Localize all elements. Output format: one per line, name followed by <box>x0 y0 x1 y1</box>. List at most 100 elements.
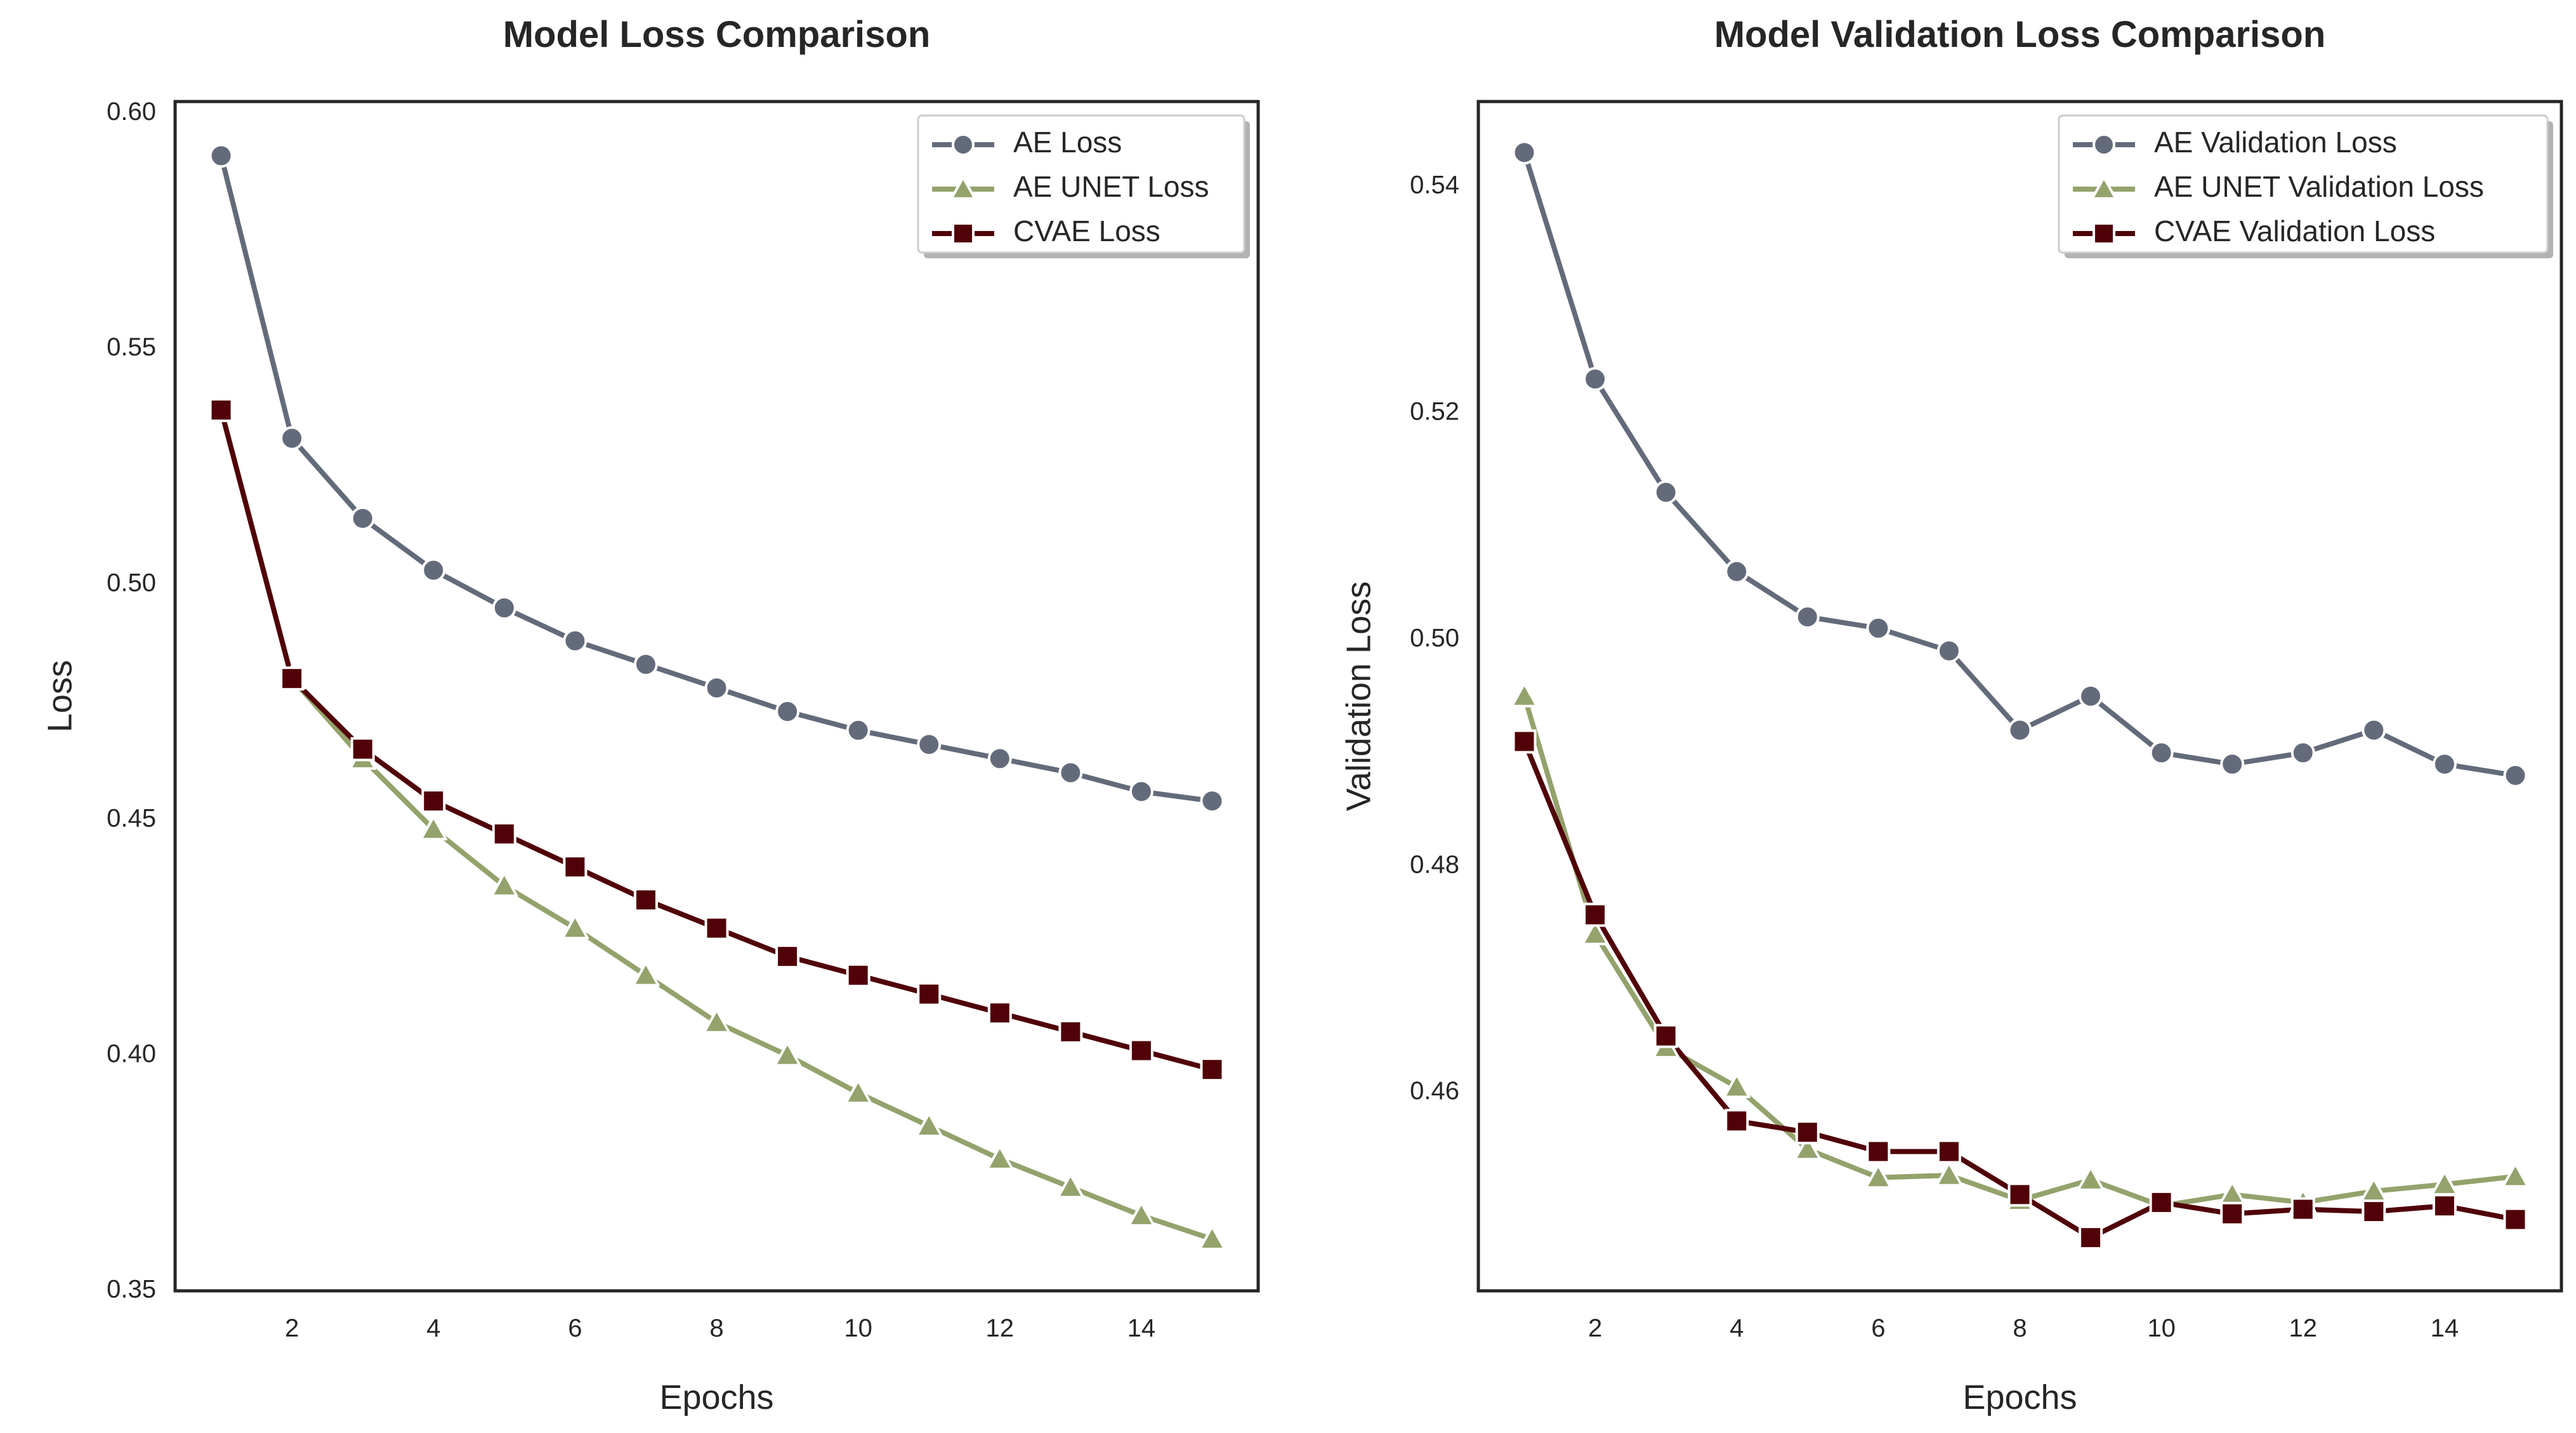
legend-entry-2: AE UNET Validation Loss <box>2154 170 2484 203</box>
data-point-1 <box>350 506 375 531</box>
chart-title: Model Validation Loss Comparison <box>1714 14 2326 55</box>
y-tick-label: 0.50 <box>1410 624 1459 652</box>
data-point-1 <box>1936 638 1961 663</box>
data-point-1 <box>1058 760 1083 785</box>
x-tick-label: 10 <box>2147 1314 2176 1342</box>
data-point-3 <box>2079 1225 2103 1250</box>
data-point-1 <box>2290 741 2315 765</box>
x-tick-label: 4 <box>426 1314 440 1342</box>
plot-frame <box>1476 100 2563 1293</box>
x-tick-label: 14 <box>1127 1314 1156 1342</box>
data-point-1 <box>1583 367 1608 392</box>
data-point-3 <box>1866 1139 1891 1164</box>
y-axis-label: Validation Loss <box>1339 581 1377 811</box>
data-point-3 <box>280 666 305 691</box>
data-point-2 <box>632 961 660 987</box>
legend: AE Validation Loss AE UNET Validation Los… <box>2058 114 2553 258</box>
data-point-3 <box>2362 1199 2386 1224</box>
data-point-1 <box>2220 752 2245 777</box>
legend-box <box>917 114 1245 254</box>
legend-marker-2 <box>2091 176 2117 200</box>
legend-entry-1: AE Validation Loss <box>2154 126 2397 159</box>
x-tick-label: 4 <box>1730 1314 1744 1342</box>
data-point-2 <box>419 816 447 841</box>
data-point-2 <box>1864 1163 1892 1189</box>
data-point-3 <box>775 944 800 969</box>
legend-marker-3 <box>952 222 975 245</box>
data-point-3 <box>1058 1019 1083 1044</box>
plot-frame <box>173 100 1260 1293</box>
data-point-3 <box>2503 1207 2528 1232</box>
x-tick-label: 2 <box>285 1314 299 1342</box>
data-point-1 <box>492 595 516 620</box>
x-axis-label: Epochs <box>659 1378 773 1416</box>
data-point-1 <box>917 732 942 757</box>
data-point-2 <box>844 1079 872 1104</box>
y-tick-label: 0.35 <box>107 1276 156 1304</box>
y-tick-label: 0.45 <box>107 804 156 832</box>
data-point-1 <box>209 143 233 168</box>
legend-marker-2 <box>950 176 976 200</box>
x-tick-label: 14 <box>2431 1314 2459 1342</box>
data-point-1 <box>1200 789 1225 814</box>
data-point-3 <box>2220 1201 2245 1226</box>
data-point-2 <box>986 1145 1014 1170</box>
validation-loss-chart: Model Validation Loss Comparison Epochs Va… <box>1339 14 2563 1416</box>
data-point-2 <box>773 1041 801 1067</box>
data-point-3 <box>1795 1120 1820 1145</box>
data-point-3 <box>2432 1194 2457 1218</box>
data-point-2 <box>561 914 589 940</box>
data-point-2 <box>702 1008 731 1034</box>
legend-entry-2: AE UNET Loss <box>1013 170 1209 203</box>
legend-marker-3 <box>2093 222 2115 245</box>
data-point-2 <box>1056 1173 1084 1199</box>
legend-marker-1 <box>2093 133 2115 156</box>
data-point-3 <box>1936 1139 1961 1164</box>
data-point-2 <box>1935 1161 1963 1187</box>
data-point-1 <box>280 426 305 451</box>
data-point-3 <box>209 398 233 423</box>
data-point-1 <box>1866 616 1891 640</box>
y-tick-label: 0.46 <box>1410 1077 1459 1105</box>
data-point-3 <box>1512 729 1537 754</box>
data-point-1 <box>2362 718 2386 743</box>
data-point-1 <box>2503 763 2528 788</box>
data-point-3 <box>350 737 375 762</box>
data-point-3 <box>917 982 942 1007</box>
data-point-3 <box>1583 902 1608 927</box>
chart-title: Model Loss Comparison <box>503 14 931 55</box>
legend-entry-3: CVAE Loss <box>1013 215 1160 248</box>
x-tick-label: 2 <box>1588 1314 1602 1342</box>
x-tick-label: 6 <box>1871 1314 1885 1342</box>
plot-area <box>207 143 1226 1251</box>
y-tick-label: 0.40 <box>107 1040 156 1067</box>
data-point-2 <box>1581 920 1609 946</box>
data-point-2 <box>1723 1073 1751 1099</box>
data-point-3 <box>421 789 446 814</box>
data-point-3 <box>2149 1190 2174 1215</box>
data-point-1 <box>704 676 729 701</box>
x-tick-label: 12 <box>986 1314 1015 1342</box>
x-tick-label: 10 <box>844 1314 872 1342</box>
data-point-1 <box>563 628 588 653</box>
data-point-2 <box>1198 1225 1226 1251</box>
legend-marker-1 <box>952 133 975 156</box>
legend-box <box>2058 114 2549 254</box>
data-point-1 <box>1795 605 1820 630</box>
data-point-3 <box>846 963 871 987</box>
data-point-1 <box>2432 752 2457 777</box>
data-point-1 <box>775 699 800 724</box>
x-tick-label: 12 <box>2289 1314 2318 1342</box>
data-point-1 <box>1129 779 1153 804</box>
data-point-1 <box>1512 140 1537 165</box>
data-point-1 <box>2008 718 2032 743</box>
data-point-3 <box>1725 1109 1749 1133</box>
legend: AE Loss AE UNET Loss CVAE Loss <box>917 114 1250 258</box>
data-point-3 <box>492 822 516 847</box>
data-point-2 <box>1794 1135 1822 1161</box>
plot-area <box>1510 140 2530 1250</box>
y-tick-label: 0.60 <box>107 98 156 126</box>
data-point-1 <box>1725 559 1749 584</box>
data-point-2 <box>2501 1163 2530 1188</box>
